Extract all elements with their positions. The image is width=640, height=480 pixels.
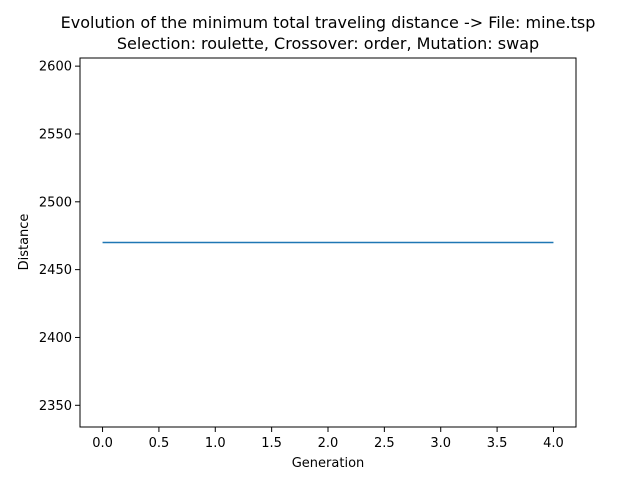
y-tick-label: 2450	[39, 263, 72, 278]
x-tick-label: 2.0	[318, 436, 339, 451]
chart-title-line-2: Selection: roulette, Crossover: order, M…	[117, 34, 539, 53]
x-tick-label: 1.0	[205, 436, 226, 451]
plot-area	[79, 57, 577, 428]
x-axis-ticks: 0.0 0.5 1.0 1.5 2.0 2.5 3.0 3.5 4.0	[92, 427, 564, 451]
x-axis-label: Generation	[292, 456, 365, 471]
y-tick-label: 2550	[39, 127, 72, 142]
x-tick-label: 2.5	[374, 436, 395, 451]
x-tick-label: 1.5	[261, 436, 282, 451]
chart-title-line-1: Evolution of the minimum total traveling…	[61, 13, 596, 32]
y-axis-ticks: 2350 2400 2450 2500 2550 2600	[39, 60, 80, 414]
y-tick-label: 2400	[39, 331, 72, 346]
x-tick-label: 3.5	[487, 436, 508, 451]
x-tick-label: 0.5	[149, 436, 170, 451]
x-tick-label: 0.0	[92, 436, 113, 451]
y-tick-label: 2600	[39, 60, 72, 75]
y-tick-label: 2500	[39, 195, 72, 210]
y-axis-label: Distance	[17, 214, 32, 271]
x-tick-label: 3.0	[430, 436, 451, 451]
y-tick-label: 2350	[39, 399, 72, 414]
x-tick-label: 4.0	[543, 436, 564, 451]
